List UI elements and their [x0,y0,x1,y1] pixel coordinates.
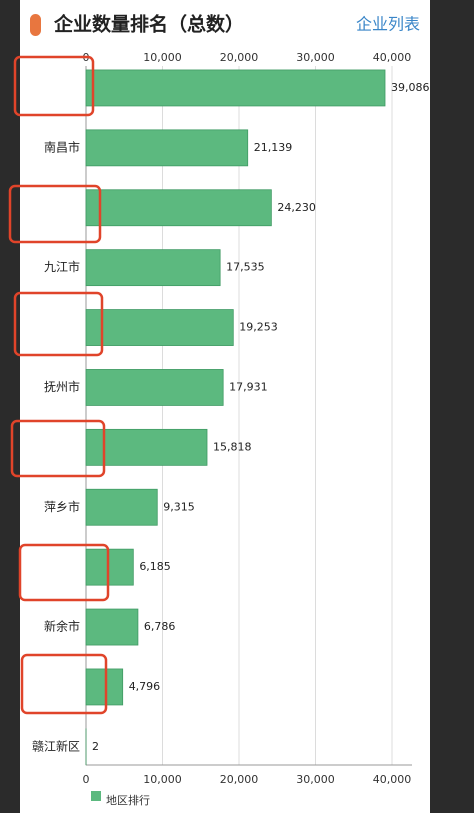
annotation-box [13,291,104,357]
x-tick-label: 30,000 [296,773,335,786]
annotation-box [10,419,106,478]
value-label: 17,535 [226,261,265,274]
x-tick-label: 40,000 [373,773,412,786]
x-tick-label: 10,000 [143,773,182,786]
y-tick-label: 新余市 [44,619,80,634]
y-tick-label: 九江市 [44,259,80,274]
value-label: 9,315 [163,500,195,513]
value-label: 2 [92,740,99,753]
bar [85,129,249,167]
bar [85,69,386,107]
value-label: 17,931 [229,380,268,393]
x-tick-label-top: 30,000 [296,51,335,64]
y-tick-label: 抚州市 [44,379,80,394]
annotation-box [13,55,95,117]
annotation-box [18,543,110,602]
title-icon [30,14,41,36]
chart-title: 企业数量排名（总数） [53,13,244,36]
value-label: 24,230 [277,201,316,214]
x-tick-label: 20,000 [220,773,259,786]
value-label: 4,796 [129,680,161,693]
bar [85,668,124,706]
annotation-boxes [8,55,110,715]
bar [85,548,134,586]
bar [85,488,158,526]
annotation-box [20,653,108,715]
list-link[interactable]: 企业列表 [356,15,420,34]
x-tick-label: 0 [83,773,90,786]
bar [85,369,224,406]
legend-swatch [91,791,101,801]
y-tick-label: 南昌市 [44,139,80,154]
value-label: 19,253 [239,321,278,334]
value-label: 6,185 [139,560,171,573]
y-tick-label: 萍乡市 [44,499,80,514]
x-tick-label-top: 20,000 [220,51,259,64]
bar [85,309,234,346]
bar [85,249,221,287]
panel [20,0,430,813]
value-label: 6,786 [144,620,176,633]
value-label: 15,818 [213,440,252,453]
value-label: 21,139 [254,141,293,154]
x-tick-label-top: 10,000 [143,51,182,64]
annotation-box [8,184,102,244]
bar [85,428,208,466]
legend-label: 地区排行 [106,793,150,807]
value-label: 39,086 [391,81,430,94]
plot: 0010,00010,00020,00020,00030,00030,00040… [32,51,430,807]
bar [85,189,272,227]
x-tick-label-top: 40,000 [373,51,412,64]
y-tick-label: 赣江新区 [32,738,80,753]
bar [85,608,139,646]
